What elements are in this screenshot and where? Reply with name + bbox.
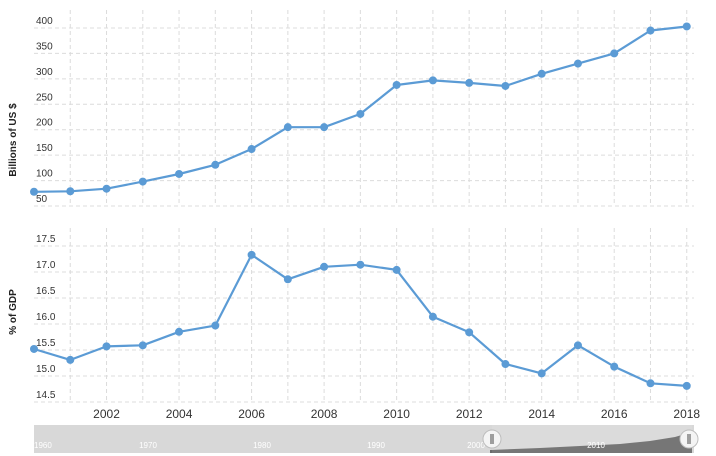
bottom-data-point (283, 275, 292, 284)
top-data-point (682, 22, 691, 31)
bottom-data-point (465, 328, 474, 337)
top-data-point (465, 78, 474, 87)
top-y-tick-label: 200 (36, 118, 53, 129)
navigator-label: 1980 (253, 441, 271, 450)
bottom-y-tick-label: 14.5 (36, 390, 56, 401)
bottom-data-point (537, 369, 546, 378)
bottom-data-point (30, 344, 38, 353)
navigator-selected-range[interactable] (492, 425, 692, 453)
bottom-data-point (428, 312, 437, 321)
x-tick-label: 2010 (383, 407, 410, 421)
navigator-left-handle[interactable] (482, 429, 502, 449)
x-tick-label: 2018 (673, 407, 700, 421)
top-data-point (102, 184, 111, 193)
navigator-label: 1970 (139, 441, 157, 450)
top-y-axis-label: Billions of US $ (8, 103, 19, 177)
navigator-labels: 1960 1970 1980 1990 2000 2010 (34, 441, 605, 450)
x-tick-label: 2016 (601, 407, 628, 421)
top-chart-grid (34, 10, 694, 207)
x-tick-label: 2008 (311, 407, 338, 421)
x-tick-label: 2004 (166, 407, 193, 421)
x-tick-label: 2006 (238, 407, 265, 421)
top-data-point (66, 187, 75, 196)
navigator-series-area (490, 432, 692, 453)
top-data-point (138, 177, 147, 186)
bottom-data-point (247, 250, 256, 259)
bottom-chart-grid (34, 228, 694, 403)
bottom-data-point (66, 355, 75, 364)
bottom-y-tick-label: 17.0 (36, 260, 56, 271)
bottom-data-point (610, 362, 619, 371)
navigator-label: 1960 (34, 441, 52, 450)
bottom-y-tick-label: 16.0 (36, 312, 56, 323)
top-y-tick-label: 100 (36, 169, 53, 180)
top-data-point (211, 160, 220, 169)
top-data-point (428, 76, 437, 85)
top-data-point (392, 80, 401, 89)
top-y-tick-label: 300 (36, 67, 53, 78)
bottom-data-point (573, 341, 582, 350)
top-y-axis-ticks: 50 100 150 200 250 300 350 400 (36, 16, 53, 205)
top-y-tick-label: 150 (36, 143, 53, 154)
top-data-point (247, 145, 256, 154)
top-data-point (283, 123, 292, 132)
navigator-label: 1990 (367, 441, 385, 450)
navigator-label: 2000 (467, 441, 485, 450)
bottom-data-point (646, 379, 655, 388)
top-data-point (320, 123, 329, 132)
bottom-y-tick-label: 15.5 (36, 338, 56, 349)
bottom-y-tick-label: 17.5 (36, 234, 56, 245)
bottom-data-point (682, 381, 691, 390)
bottom-y-tick-label: 15.0 (36, 364, 56, 375)
bottom-series (30, 250, 691, 390)
bottom-data-point (175, 327, 184, 336)
bottom-data-point (501, 360, 510, 369)
navigator-right-handle[interactable] (679, 429, 699, 449)
bottom-data-point (138, 341, 147, 350)
bottom-data-point (102, 342, 111, 351)
bottom-data-point (320, 262, 329, 271)
top-data-point (175, 169, 184, 178)
top-data-point (573, 59, 582, 68)
top-data-point (356, 109, 365, 118)
bottom-y-axis-ticks: 14.5 15.0 15.5 16.0 16.5 17.0 17.5 (36, 234, 56, 401)
bottom-data-point (356, 260, 365, 269)
range-navigator[interactable]: 1960 1970 1980 1990 2000 2010 (34, 425, 699, 453)
top-data-point (501, 81, 510, 90)
x-tick-label: 2012 (456, 407, 483, 421)
navigator-label: 2010 (587, 441, 605, 450)
top-series (30, 22, 691, 196)
x-tick-label: 2014 (528, 407, 555, 421)
top-y-tick-label: 250 (36, 92, 53, 103)
bottom-y-tick-label: 16.5 (36, 286, 56, 297)
top-data-point (610, 49, 619, 58)
top-data-point (646, 26, 655, 35)
top-data-point (30, 187, 38, 196)
top-y-tick-label: 400 (36, 16, 53, 27)
x-tick-label: 2002 (93, 407, 120, 421)
bottom-y-axis-label: % of GDP (8, 289, 19, 335)
x-axis-ticks: 2002 2004 2006 2008 2010 2012 2014 2016 2018 (93, 407, 700, 421)
top-y-tick-label: 50 (36, 194, 48, 205)
top-data-point (537, 69, 546, 78)
bottom-data-point (392, 265, 401, 274)
bottom-data-point (211, 321, 220, 330)
top-y-tick-label: 350 (36, 41, 53, 52)
